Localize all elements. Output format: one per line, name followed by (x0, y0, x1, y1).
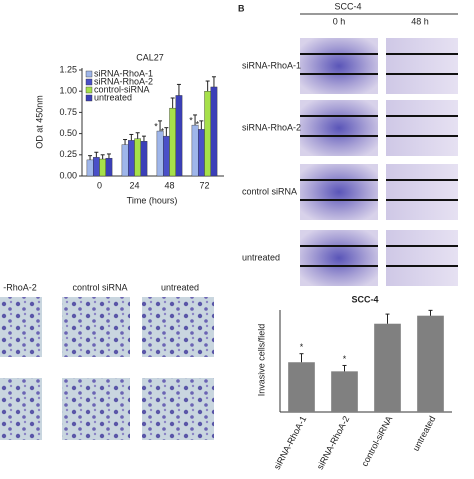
x-tick-label: siRNA-RhoA-2 (315, 414, 352, 471)
legend-label: control-siRNA (94, 84, 150, 94)
x-tick-label: 72 (199, 180, 209, 190)
significance-mark: * (161, 127, 165, 137)
legend-label: siRNA-RhoA-1 (94, 68, 153, 78)
significance-mark: * (300, 342, 304, 352)
x-tick-label: 0 (97, 180, 102, 190)
bar (191, 124, 199, 177)
bar (417, 315, 444, 412)
x-tick-label: control-siRNA (359, 414, 394, 468)
bar (99, 158, 107, 177)
bar (204, 90, 212, 177)
wound-image (386, 230, 458, 286)
wound-image (386, 164, 458, 220)
micrograph (142, 378, 214, 440)
chart-title: CAL27 (136, 52, 164, 62)
column-label: control siRNA (72, 282, 127, 292)
chart-title: SCC-4 (351, 294, 378, 304)
x-axis-label: Time (hours) (127, 195, 178, 205)
bar (331, 371, 358, 412)
column-label: untreated (161, 282, 199, 292)
significance-mark: * (343, 354, 347, 364)
x-tick-label: 24 (129, 180, 139, 190)
bar (105, 157, 113, 177)
significance-mark: * (189, 115, 193, 125)
bar (156, 130, 164, 177)
x-tick-label: untreated (411, 414, 438, 452)
bar (162, 135, 170, 177)
bar (197, 129, 205, 177)
legend-swatch (85, 70, 93, 78)
y-tick-label: 0.25 (59, 149, 77, 159)
y-axis-label: Invasive cells/field (256, 324, 266, 397)
legend-label: siRNA-RhoA-2 (94, 76, 153, 86)
wound-image (300, 100, 378, 156)
micrograph (62, 378, 130, 440)
bar (210, 86, 218, 177)
wound-image (300, 38, 378, 94)
micrograph (0, 378, 42, 440)
bar (140, 141, 148, 177)
row-label: control siRNA (242, 186, 297, 196)
column-label: 0 h (333, 16, 346, 26)
row-label: untreated (242, 252, 280, 262)
bar (175, 95, 183, 177)
x-tick-label: 48 (164, 180, 174, 190)
micrograph (62, 297, 130, 357)
bar (92, 157, 100, 177)
bar (288, 362, 315, 412)
micrograph (0, 297, 42, 357)
wound-image (386, 38, 458, 94)
panel-title: SCC-4 (334, 1, 361, 11)
column-label: -RhoA-2 (3, 282, 37, 292)
column-label: 48 h (411, 16, 429, 26)
bar (86, 159, 94, 177)
x-tick-label: siRNA-RhoA-1 (272, 414, 309, 471)
row-label: siRNA-RhoA-1 (242, 60, 301, 70)
y-tick-label: 1.00 (59, 86, 77, 96)
wound-image (300, 230, 378, 286)
wound-images (300, 38, 458, 286)
y-tick-label: 0.00 (59, 170, 77, 180)
legend-swatch (85, 78, 93, 86)
bar (134, 138, 142, 177)
bar (127, 140, 135, 177)
significance-mark: * (154, 121, 158, 131)
y-tick-label: 0.50 (59, 128, 77, 138)
panel-label: B (238, 3, 245, 13)
wound-image (300, 164, 378, 220)
significance-mark: * (196, 120, 200, 130)
legend-swatch (85, 94, 93, 102)
bar (121, 144, 129, 177)
wound-image (386, 100, 458, 156)
micrograph (142, 297, 214, 357)
y-tick-label: 0.75 (59, 107, 77, 117)
legend-label: untreated (94, 92, 132, 102)
bar (374, 323, 401, 412)
bar (169, 107, 177, 177)
y-axis-label: OD at 450nm (34, 95, 44, 149)
y-tick-label: 1.25 (59, 64, 77, 74)
legend-swatch (85, 86, 93, 94)
row-label: siRNA-RhoA-2 (242, 122, 301, 132)
